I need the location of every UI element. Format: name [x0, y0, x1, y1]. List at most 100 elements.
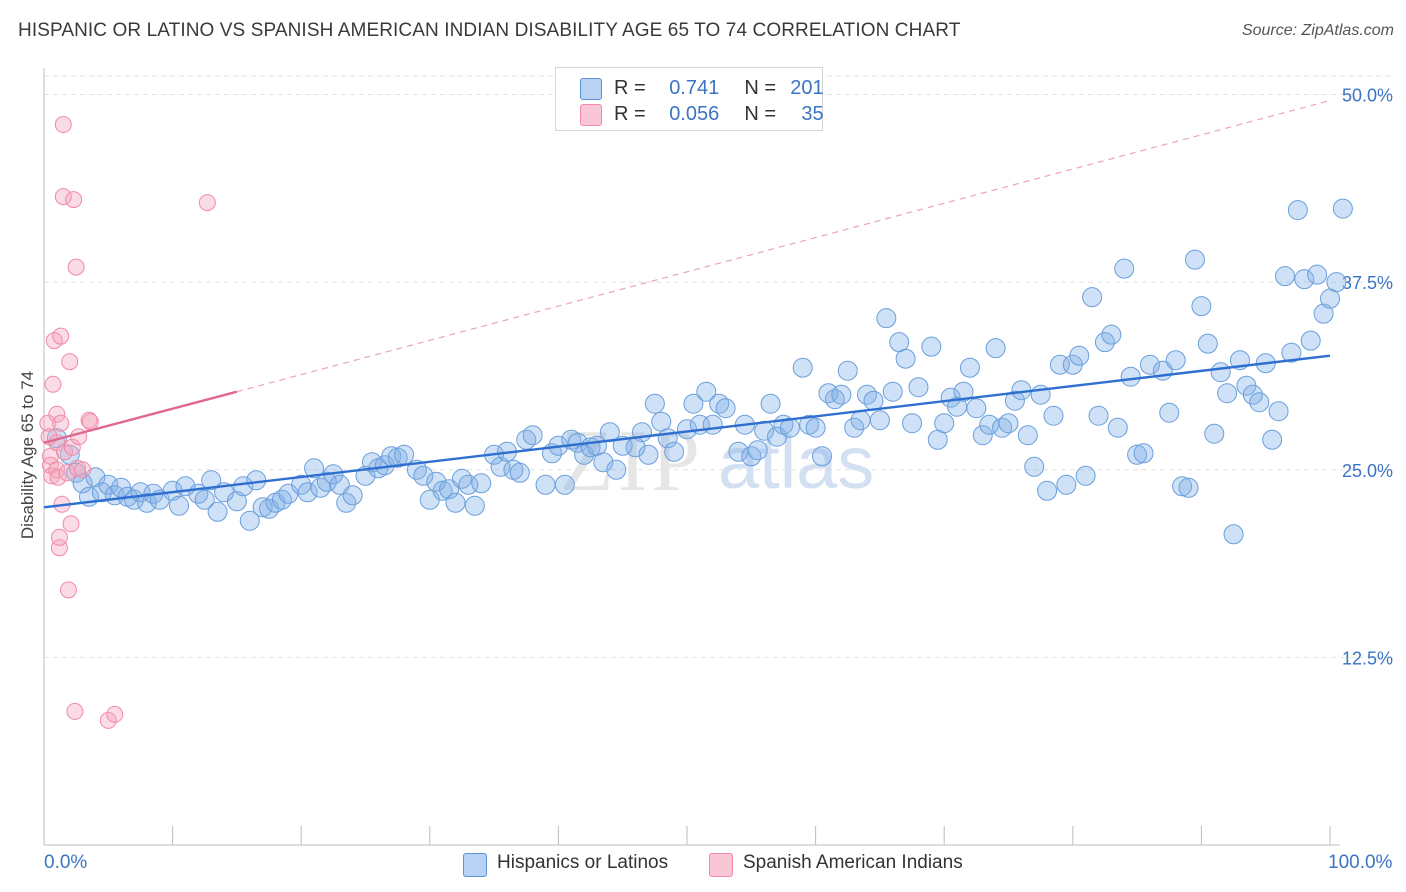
- data-point-hispanics: [1069, 345, 1090, 366]
- data-point-hispanics: [471, 473, 492, 494]
- data-point-hispanics: [683, 393, 704, 414]
- trend-line-hispanics: [43, 354, 1331, 509]
- data-point-hispanics: [233, 476, 254, 497]
- data-point-hispanics: [1210, 362, 1231, 383]
- data-point-hispanics: [857, 384, 878, 405]
- data-point-hispanics: [1139, 354, 1160, 375]
- data-point-hispanics: [638, 444, 659, 465]
- data-point-spanish-american-indians: [48, 405, 66, 423]
- data-point-hispanics: [1127, 444, 1148, 465]
- data-point-hispanics: [715, 398, 736, 419]
- data-point-hispanics: [792, 357, 813, 378]
- data-point-hispanics: [612, 435, 633, 456]
- data-point-hispanics: [1313, 303, 1334, 324]
- data-point-spanish-american-indians: [54, 188, 72, 206]
- data-point-spanish-american-indians: [44, 375, 62, 393]
- data-point-hispanics: [1024, 456, 1045, 477]
- data-point-hispanics: [959, 357, 980, 378]
- data-point-hispanics: [1165, 350, 1186, 371]
- axes: [43, 68, 1340, 846]
- y-tick-label: 12.5%: [1342, 648, 1393, 668]
- data-point-spanish-american-indians: [49, 468, 67, 486]
- data-point-hispanics: [895, 348, 916, 369]
- data-point-spanish-american-indians: [81, 413, 99, 431]
- data-point-hispanics: [1017, 425, 1038, 446]
- data-point-hispanics: [1294, 269, 1315, 290]
- gridlines: [44, 75, 1390, 658]
- pink-swatch: [580, 104, 602, 126]
- data-point-hispanics: [908, 377, 929, 398]
- data-point-hispanics: [972, 425, 993, 446]
- data-point-hispanics: [812, 446, 833, 467]
- data-point-hispanics: [1056, 474, 1077, 495]
- data-point-hispanics: [98, 474, 119, 495]
- data-point-hispanics: [458, 474, 479, 495]
- data-point-hispanics: [1082, 287, 1103, 308]
- data-point-hispanics: [831, 384, 852, 405]
- data-point-spanish-american-indians: [99, 711, 117, 729]
- data-point-spanish-american-indians: [52, 414, 70, 432]
- data-point-spanish-american-indians: [62, 515, 80, 533]
- data-point-hispanics: [522, 425, 543, 446]
- data-point-hispanics: [1287, 200, 1308, 221]
- n-value-blue: 201: [790, 77, 824, 99]
- data-point-hispanics: [837, 360, 858, 381]
- data-point-hispanics: [696, 381, 717, 402]
- data-point-hispanics: [297, 482, 318, 503]
- series-spanish-american-indians-points: [39, 116, 216, 729]
- data-point-hispanics: [304, 458, 325, 479]
- data-point-hispanics: [1178, 477, 1199, 498]
- y-tick-label: 50.0%: [1342, 86, 1393, 106]
- data-point-hispanics: [1101, 324, 1122, 345]
- x-tick-label-min: 0.0%: [44, 852, 88, 873]
- data-point-hispanics: [201, 470, 222, 491]
- r-value-blue: 0.741: [669, 77, 720, 99]
- r-value-pink: 0.056: [669, 103, 720, 125]
- data-point-hispanics: [1184, 249, 1205, 270]
- data-point-spanish-american-indians: [63, 438, 81, 456]
- data-point-hispanics: [953, 381, 974, 402]
- blue-swatch: [580, 78, 602, 100]
- data-point-hispanics: [432, 480, 453, 501]
- pink-swatch: [709, 853, 733, 877]
- stats-legend: R = 0.741 N = 201 R = 0.056 N = 35: [555, 67, 824, 131]
- data-point-spanish-american-indians: [198, 194, 216, 212]
- data-point-hispanics: [535, 474, 556, 495]
- data-point-hispanics: [342, 485, 363, 506]
- data-point-hispanics: [1249, 392, 1270, 413]
- data-point-spanish-american-indians: [67, 258, 85, 276]
- source-label: Source: ZipAtlas.com: [1241, 22, 1394, 39]
- data-point-hispanics: [1088, 405, 1109, 426]
- data-point-hispanics: [1204, 423, 1225, 444]
- data-point-spanish-american-indians: [106, 705, 124, 723]
- data-point-hispanics: [966, 398, 987, 419]
- data-point-spanish-american-indians: [65, 191, 83, 209]
- data-point-hispanics: [490, 456, 511, 477]
- data-point-hispanics: [1120, 366, 1141, 387]
- data-point-hispanics: [876, 308, 897, 329]
- data-point-hispanics: [413, 465, 434, 486]
- data-point-spanish-american-indians: [39, 414, 57, 432]
- data-point-hispanics: [554, 474, 575, 495]
- data-point-hispanics: [1332, 198, 1353, 219]
- data-point-hispanics: [1300, 330, 1321, 351]
- data-point-hispanics: [1217, 383, 1238, 404]
- data-point-hispanics: [863, 390, 884, 411]
- svg-text:ZIP: ZIP: [560, 413, 704, 510]
- data-point-hispanics: [1262, 429, 1283, 450]
- data-point-hispanics: [921, 336, 942, 357]
- r-label: R =: [614, 103, 646, 125]
- legend-label-spanish-american-indians: Spanish American Indians: [743, 852, 963, 873]
- data-point-hispanics: [394, 444, 415, 465]
- data-point-hispanics: [741, 446, 762, 467]
- data-point-hispanics: [606, 459, 627, 480]
- data-point-hispanics: [998, 413, 1019, 434]
- data-point-hispanics: [1004, 390, 1025, 411]
- data-point-hispanics: [1326, 272, 1347, 293]
- data-point-spanish-american-indians: [59, 581, 77, 599]
- data-point-hispanics: [1197, 333, 1218, 354]
- chart-title: HISPANIC OR LATINO VS SPANISH AMERICAN I…: [18, 20, 961, 41]
- data-point-hispanics: [850, 410, 871, 431]
- data-point-hispanics: [310, 477, 331, 498]
